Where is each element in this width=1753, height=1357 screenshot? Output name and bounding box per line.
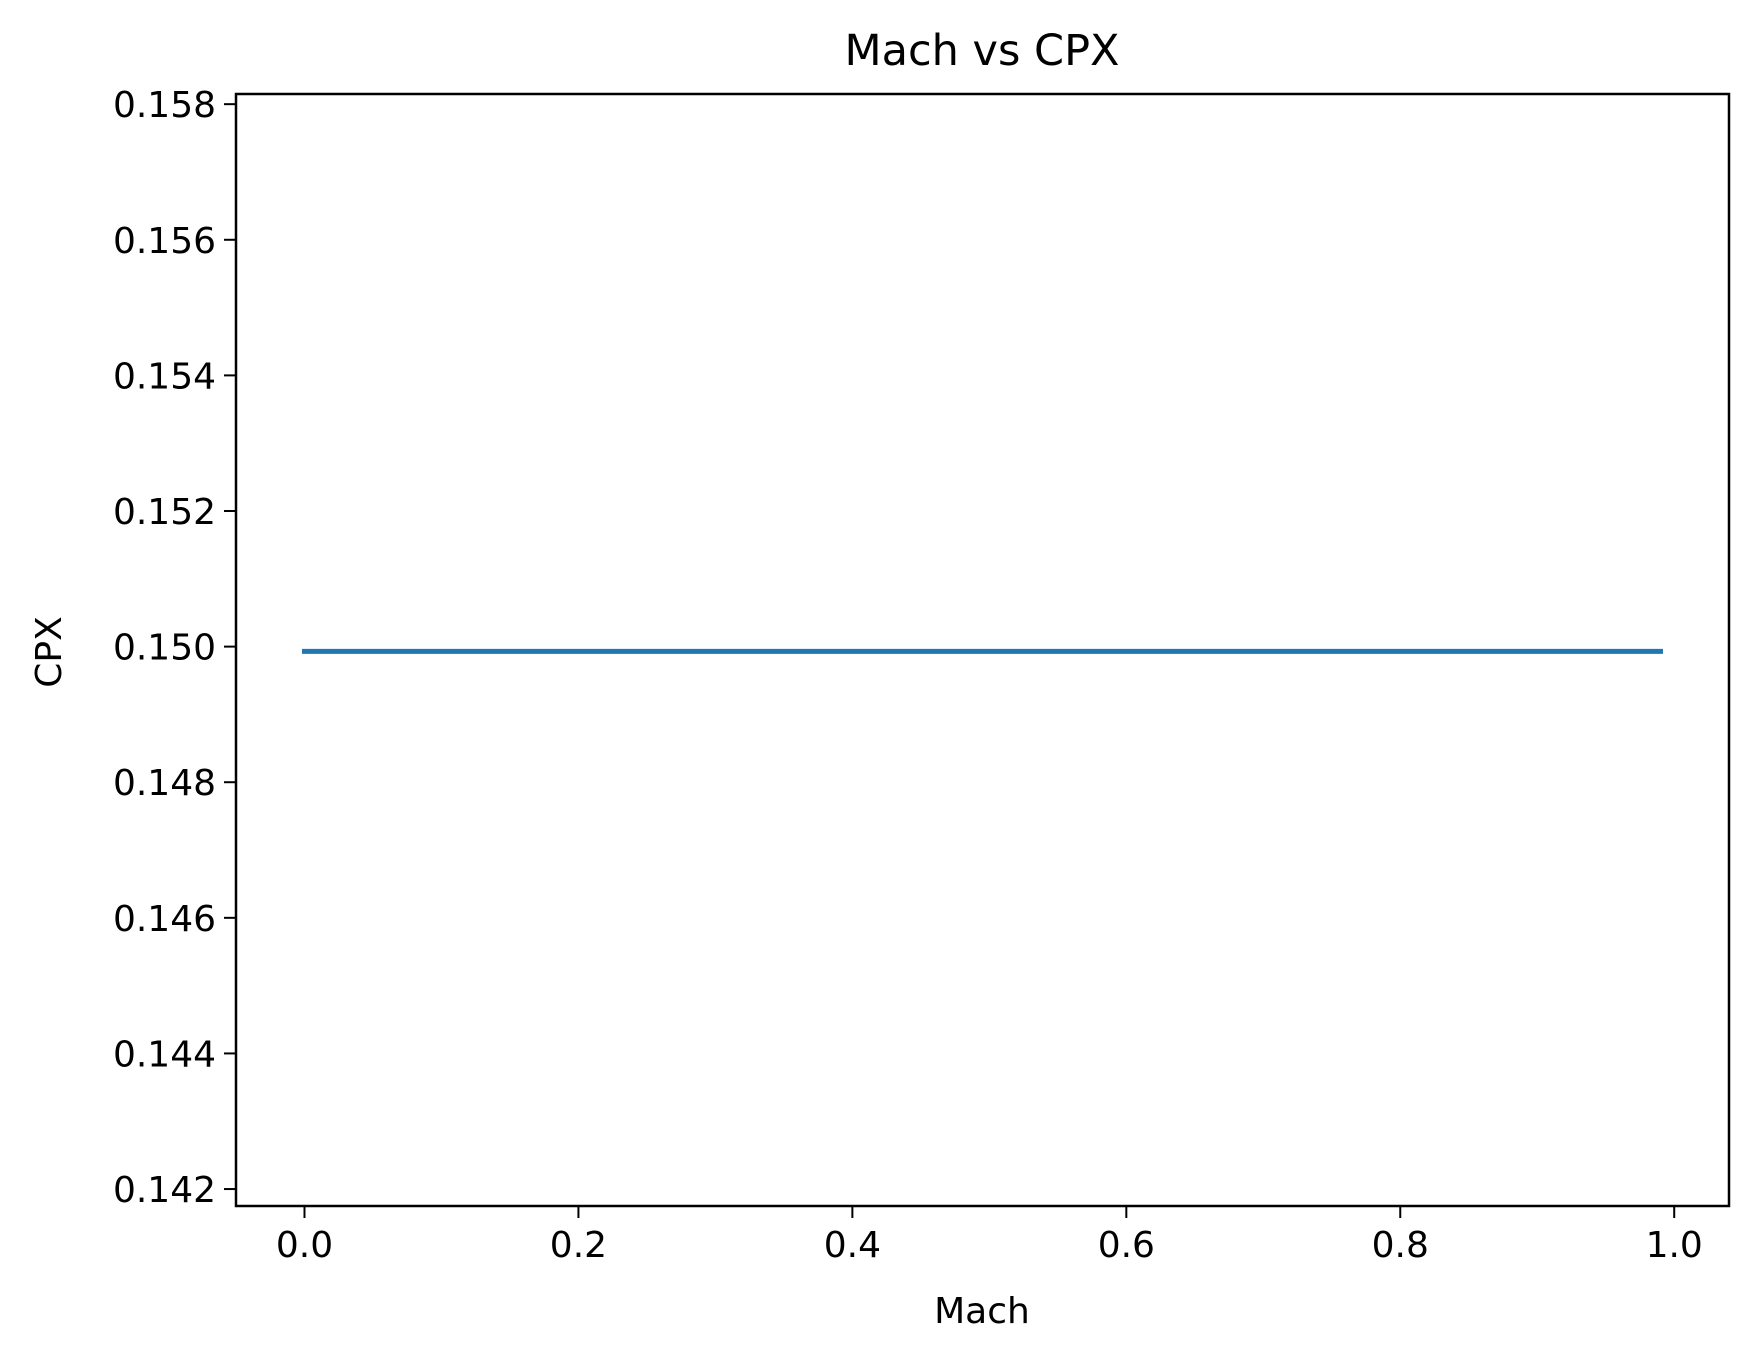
x-tick-label: 0.2 [550,1225,607,1266]
y-axis-label: CPX [29,616,70,688]
y-tick-label: 0.158 [113,85,216,126]
y-tick-label: 0.152 [113,492,216,533]
y-tick-label: 0.146 [113,899,216,940]
y-tick-label: 0.154 [113,356,216,397]
x-tick-label: 0.8 [1372,1225,1429,1266]
plot-frame [234,92,1731,1208]
y-tick-label: 0.150 [113,628,216,669]
x-tick-label: 0.4 [824,1225,881,1266]
x-tick-label: 0.0 [276,1225,333,1266]
y-tick-label: 0.142 [113,1170,216,1211]
y-tick-label: 0.144 [113,1034,216,1075]
y-axis: 0.142 0.144 0.146 0.148 0.150 0.152 0.154 0.156… [113,85,236,1211]
x-axis-label: Mach [934,1291,1030,1332]
chart-title: Mach vs CPX [845,26,1120,76]
x-tick-label: 0.6 [1098,1225,1155,1266]
x-tick-label: 1.0 [1646,1225,1703,1266]
y-tick-label: 0.156 [113,221,216,262]
x-axis: 0.0 0.2 0.4 0.6 0.8 1.0 [276,1206,1703,1266]
y-tick-label: 0.148 [113,763,216,804]
